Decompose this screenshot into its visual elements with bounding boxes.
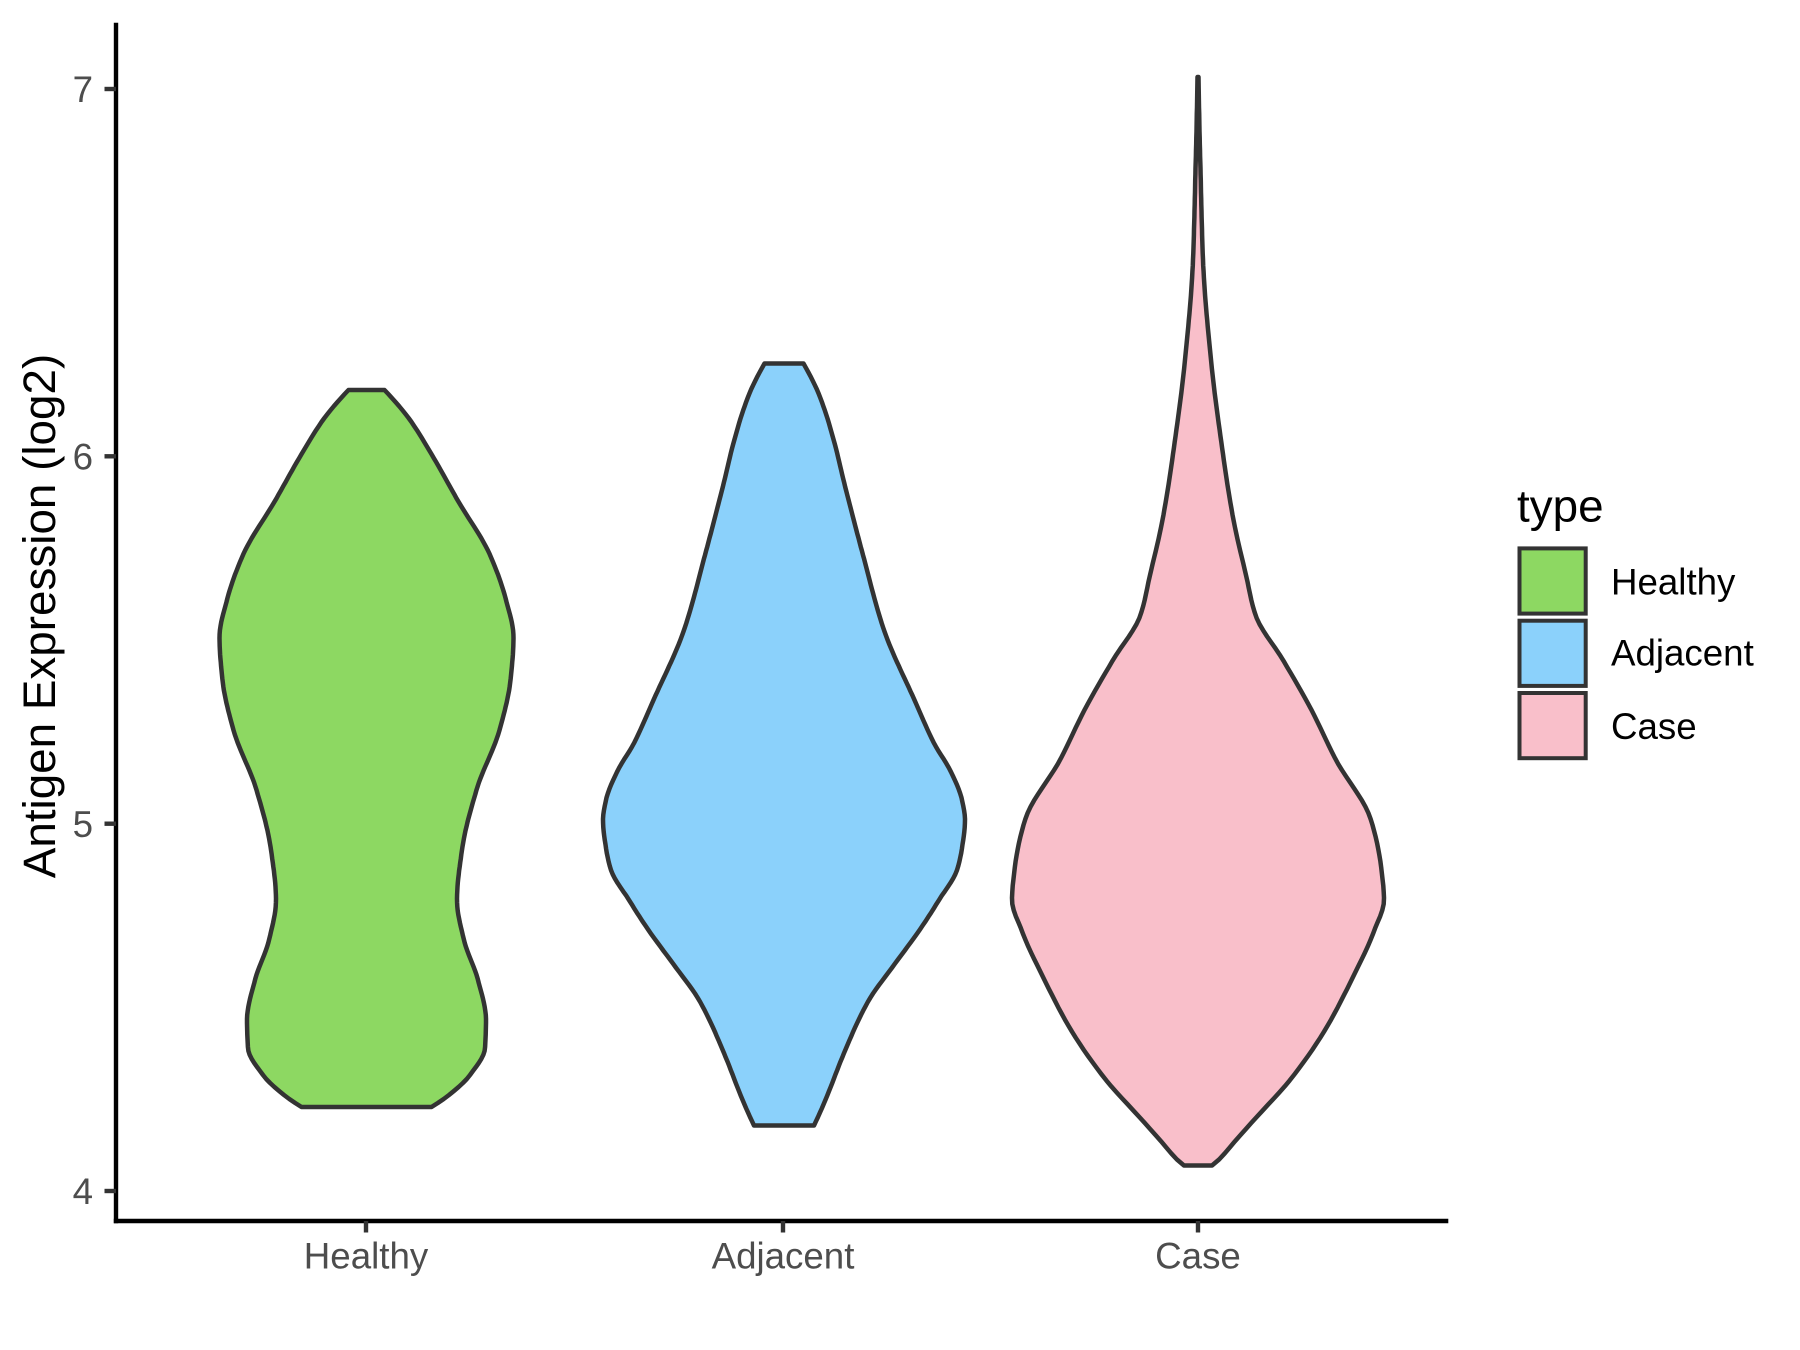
svg-text:Healthy: Healthy xyxy=(1611,561,1736,602)
svg-text:Adjacent: Adjacent xyxy=(1611,633,1754,674)
svg-text:type: type xyxy=(1517,481,1604,532)
svg-text:7: 7 xyxy=(73,69,93,110)
svg-text:Case: Case xyxy=(1611,706,1697,747)
svg-text:Antigen Expression (log2): Antigen Expression (log2) xyxy=(14,354,65,878)
svg-text:4: 4 xyxy=(73,1171,93,1212)
svg-text:5: 5 xyxy=(73,804,93,845)
svg-text:Healthy: Healthy xyxy=(304,1235,429,1276)
svg-text:Case: Case xyxy=(1155,1235,1241,1276)
svg-text:Adjacent: Adjacent xyxy=(712,1235,855,1276)
svg-text:6: 6 xyxy=(73,437,93,478)
